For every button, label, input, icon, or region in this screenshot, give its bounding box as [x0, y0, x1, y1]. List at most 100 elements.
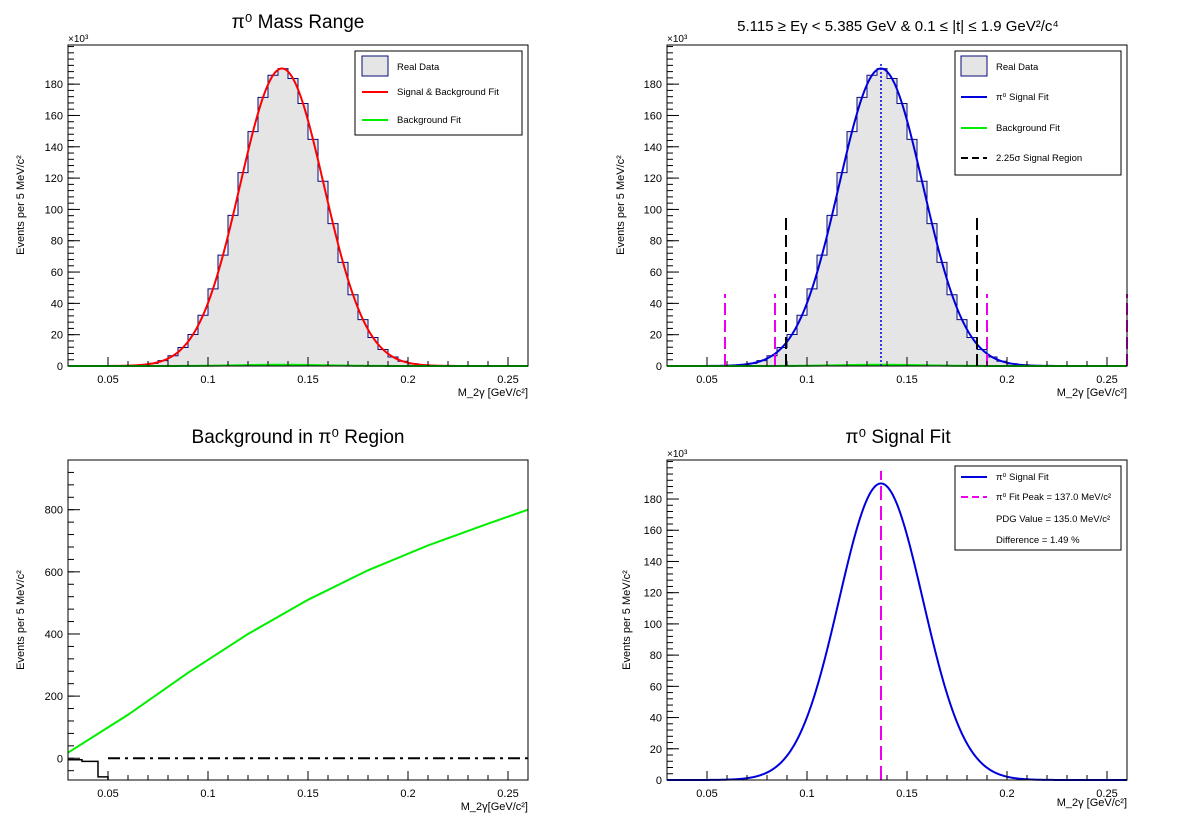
panel2-legend-item-bg: Background Fit — [996, 123, 1060, 134]
hist-bar — [198, 315, 208, 366]
hist-bar — [747, 363, 757, 366]
hist-bar — [987, 356, 997, 366]
y-tick-label: 180 — [644, 79, 662, 91]
series-line-datasteps — [68, 759, 109, 780]
panel1-x-label: M_2γ [GeV/c²] — [458, 387, 528, 399]
hist-bar — [887, 78, 897, 366]
hist-bar — [378, 349, 388, 366]
hist-bar — [817, 255, 827, 366]
x-tick-label: 0.1 — [799, 788, 814, 800]
y-tick-label: 100 — [45, 204, 63, 216]
hist-bar — [148, 363, 158, 366]
hist-bar — [957, 319, 967, 366]
hist-bar — [907, 139, 917, 366]
hist-bar — [977, 349, 987, 366]
hist-bar — [917, 181, 927, 366]
hist-bar — [308, 139, 318, 366]
hist-bar — [388, 356, 398, 366]
hist-bar — [787, 334, 797, 366]
y-tick-label: 160 — [644, 110, 662, 122]
panel3-y-label: Events per 5 MeV/c² — [15, 570, 27, 670]
hist-bar — [168, 355, 178, 366]
y-tick-label: 0 — [57, 361, 63, 373]
panel1-y-multiplier: ×10³ — [68, 34, 89, 45]
hist-bar — [348, 294, 358, 366]
y-tick-label: 120 — [644, 588, 662, 600]
y-tick-label: 40 — [650, 713, 662, 725]
x-tick-label: 0.05 — [696, 788, 717, 800]
panel1-legend-item-data: Real Data — [397, 62, 440, 73]
hist-bar — [827, 215, 837, 366]
x-tick-label: 0.25 — [497, 788, 518, 800]
y-tick-label: 20 — [650, 744, 662, 756]
x-tick-label: 0.2 — [400, 788, 415, 800]
hist-bar — [288, 78, 298, 366]
y-tick-label: 0 — [57, 753, 63, 765]
y-tick-label: 80 — [51, 236, 63, 248]
y-tick-label: 60 — [51, 267, 63, 279]
x-tick-label: 0.1 — [200, 374, 215, 386]
hist-bar — [777, 347, 787, 366]
hist-bar — [328, 223, 338, 366]
x-tick-label: 0.15 — [297, 788, 318, 800]
x-tick-label: 0.1 — [799, 374, 814, 386]
panel4-legend-item-diff: Difference = 1.49 % — [996, 535, 1080, 546]
hist-bar — [258, 97, 268, 366]
hist-bar — [278, 68, 288, 367]
y-tick-label: 180 — [45, 79, 63, 91]
y-tick-label: 140 — [644, 142, 662, 154]
panel4-legend-item-peak: π⁰ Fit Peak = 137.0 MeV/c² — [996, 492, 1111, 503]
y-tick-label: 40 — [51, 298, 63, 310]
x-tick-label: 0.15 — [297, 374, 318, 386]
hist-bar — [867, 75, 877, 366]
y-tick-label: 100 — [644, 204, 662, 216]
panel-signal-region: 5.115 ≥ Eγ < 5.385 GeV & 0.1 ≤ |t| ≤ 1.9… — [615, 18, 1128, 399]
hist-bar — [897, 103, 907, 366]
x-tick-label: 0.05 — [696, 374, 717, 386]
panel2-legend: Real Data π⁰ Signal Fit Background Fit 2… — [954, 50, 1122, 176]
hist-bar — [158, 360, 168, 366]
x-tick-label: 0.05 — [97, 374, 118, 386]
hist-bar — [358, 319, 368, 366]
hist-bar — [218, 255, 228, 366]
x-tick-label: 0.15 — [896, 374, 917, 386]
panel4-legend-item-pdg: PDG Value = 135.0 MeV/c² — [996, 514, 1110, 525]
y-tick-label: 80 — [650, 650, 662, 662]
panel2-legend-item-data: Real Data — [996, 62, 1039, 73]
panel-background: Background in π⁰ Region 0.05 0.1 0.15 0.2 0.… — [15, 427, 529, 813]
x-tick-label: 0.25 — [497, 374, 518, 386]
y-tick-label: 120 — [644, 173, 662, 185]
y-tick-label: 140 — [644, 556, 662, 568]
y-tick-label: 20 — [650, 330, 662, 342]
y-tick-label: 180 — [644, 494, 662, 506]
x-tick-label: 0.05 — [97, 788, 118, 800]
hist-bar — [807, 288, 817, 366]
hist-bar — [238, 172, 248, 366]
x-tick-label: 0.2 — [400, 374, 415, 386]
hist-bar — [178, 347, 188, 366]
hist-bar — [338, 262, 348, 366]
panel2-x-label: M_2γ [GeV/c²] — [1057, 387, 1127, 399]
panel4-legend-item-signal: π⁰ Signal Fit — [996, 472, 1049, 483]
panel2-y-multiplier: ×10³ — [667, 34, 688, 45]
panel-mass-range: π⁰ Mass Range 0.05 0.1 0.15 0.2 0.25 0 20 40 60… — [15, 12, 529, 399]
hist-bar — [298, 103, 308, 366]
panel2-y-label: Events per 5 MeV/c² — [615, 155, 627, 255]
panel2-title: 5.115 ≥ Eγ < 5.385 GeV & 0.1 ≤ |t| ≤ 1.9… — [737, 18, 1059, 35]
y-tick-label: 40 — [650, 298, 662, 310]
panel1-frame — [67, 44, 529, 367]
panel4-title: π⁰ Signal Fit — [845, 427, 951, 448]
hist-bar — [997, 361, 1007, 366]
panel4-x-label: M_2γ [GeV/c²] — [1057, 797, 1127, 809]
panel3-frame — [67, 459, 529, 781]
x-tick-label: 0.2 — [999, 788, 1014, 800]
y-tick-label: 200 — [45, 691, 63, 703]
panel2-frame — [666, 44, 1128, 367]
hist-bar — [767, 355, 777, 366]
y-tick-label: 140 — [45, 142, 63, 154]
hist-bar — [248, 131, 258, 366]
x-tick-label: 0.1 — [200, 788, 215, 800]
panel4-legend: π⁰ Signal Fit π⁰ Fit Peak = 137.0 MeV/c²… — [954, 465, 1122, 551]
hist-bar — [268, 75, 278, 366]
hist-bar — [188, 334, 198, 366]
